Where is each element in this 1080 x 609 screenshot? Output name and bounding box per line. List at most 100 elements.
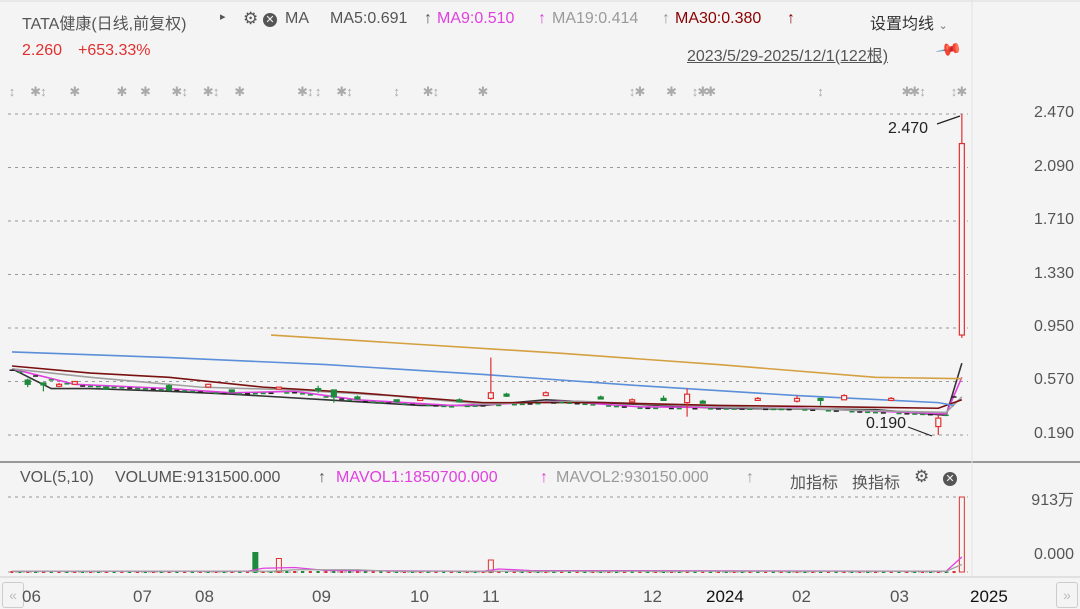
candle <box>597 396 604 400</box>
mavol1-arrow-icon: ↑ <box>540 469 548 486</box>
ma9-value: MA9:0.510 <box>437 10 515 27</box>
volume-bar <box>958 496 965 573</box>
event-marker-star-icon: ✱ <box>901 84 912 99</box>
event-marker-star-icon: ✱ <box>697 84 708 99</box>
ma_blue-line <box>11 351 955 407</box>
candle <box>228 389 235 393</box>
candle <box>629 399 636 403</box>
x-tick: 2025 <box>970 587 1008 606</box>
x-tick: 09 <box>312 587 331 606</box>
current-price: 2.260 <box>22 42 63 59</box>
x-tick: 07 <box>133 587 152 606</box>
event-marker-updown-icon: ↕ <box>315 84 322 99</box>
volume-value: VOLUME:9131500.000 <box>115 469 281 486</box>
candle <box>817 397 824 401</box>
ma9-arrow-icon: ↑ <box>538 10 546 27</box>
event-marker-star-icon: ✱ <box>140 84 151 99</box>
candle <box>165 385 173 391</box>
event-marker-star-icon: ✱ <box>705 84 716 99</box>
event-marker-star-icon: ✱ <box>297 84 308 99</box>
candle <box>660 397 667 401</box>
candle <box>24 379 31 385</box>
x-tick: 2024 <box>706 587 744 606</box>
x-tick: 08 <box>195 587 214 606</box>
candle <box>354 396 361 400</box>
candle <box>487 392 494 399</box>
high-annotation: 2.470 <box>888 120 929 137</box>
price-tick: 1.330 <box>1033 265 1074 282</box>
stock-title[interactable]: TATA健康(日线,前复权) <box>22 16 187 33</box>
candle <box>55 383 63 387</box>
vol-close-icon[interactable]: ✕ <box>943 470 957 488</box>
event-marker-updown-icon: ↕ <box>629 84 636 99</box>
event-marker-star-icon: ✱ <box>171 84 182 99</box>
set-ma-label: 设置均线 <box>870 16 935 33</box>
candle <box>888 397 895 401</box>
x-tick: 12 <box>643 587 662 606</box>
candle <box>935 417 942 428</box>
candle <box>417 397 424 401</box>
price-tick: 2.090 <box>1033 158 1074 175</box>
event-marker-star-icon: ✱ <box>336 84 347 99</box>
volume-bar <box>252 552 259 573</box>
ma19-value: MA19:0.414 <box>552 10 639 27</box>
candle <box>103 386 110 390</box>
add-indicator-button[interactable]: 加指标 <box>790 475 839 492</box>
ma30-value: MA30:0.380 <box>675 10 762 27</box>
candle <box>699 400 706 404</box>
date-range-link[interactable]: 2023/5/29-2025/12/1(122根) <box>687 48 889 65</box>
candle <box>542 392 549 397</box>
event-marker-updown-icon: ↕ <box>393 84 400 99</box>
event-marker-updown-icon: ↕ <box>919 84 926 99</box>
ma5-arrow-icon: ↑ <box>424 10 432 27</box>
event-marker-star-icon: ✱ <box>956 84 967 99</box>
x-tick: 02 <box>792 587 811 606</box>
set-ma-button[interactable]: 设置均线 ⌄ <box>870 10 948 34</box>
event-marker-star-icon: ✱ <box>909 84 920 99</box>
candle <box>275 386 282 390</box>
ma19-arrow-icon: ↑ <box>662 10 670 27</box>
ma19-line <box>11 368 963 414</box>
candle <box>456 399 463 403</box>
candle <box>793 397 801 402</box>
close-ma-icon[interactable]: ✕ <box>263 11 277 29</box>
gear-icon[interactable]: ⚙ <box>243 9 259 28</box>
x-tick: 06 <box>22 587 41 606</box>
high-arrow <box>936 115 961 125</box>
event-marker-updown-icon: ↕ <box>9 84 16 99</box>
vol-gear-icon[interactable]: ⚙ <box>914 467 930 486</box>
mavol2-line <box>12 563 963 572</box>
scroll-left-button[interactable]: « <box>2 582 24 608</box>
event-marker-updown-icon: ↕ <box>692 84 699 99</box>
event-marker-updown-icon: ↕ <box>433 84 440 99</box>
price-tick: 0.950 <box>1033 318 1074 335</box>
low-annotation: 0.190 <box>866 415 907 432</box>
event-marker-updown-icon: ↕ <box>40 84 47 99</box>
event-marker-star-icon: ✱ <box>116 84 127 99</box>
event-marker-updown-icon: ↕ <box>213 84 220 99</box>
event-marker-star-icon: ✱ <box>478 84 489 99</box>
event-marker-star-icon: ✱ <box>635 84 646 99</box>
price-tick: 0.190 <box>1033 425 1074 442</box>
x-tick: 03 <box>890 587 909 606</box>
ma_orange-line <box>270 334 962 380</box>
event-marker-updown-icon: ↕ <box>181 84 188 99</box>
x-tick: 10 <box>410 587 429 606</box>
candle <box>958 142 965 336</box>
scroll-right-button[interactable]: » <box>1056 582 1078 608</box>
event-marker-star-icon: ✱ <box>69 84 80 99</box>
vol-label: VOL(5,10) <box>20 469 94 486</box>
candle <box>205 383 212 388</box>
chevron-down-icon: ⌄ <box>938 20 948 32</box>
event-marker-star-icon: ✱ <box>666 84 677 99</box>
expand-icon[interactable]: ▸ <box>220 11 226 23</box>
switch-indicator-button[interactable]: 换指标 <box>852 475 901 492</box>
ma30-arrow-icon: ↑ <box>787 10 795 27</box>
mavol2-arrow-icon: ↑ <box>746 469 754 486</box>
x-tick: 11 <box>482 587 500 606</box>
event-marker-star-icon: ✱ <box>423 84 434 99</box>
event-marker-star-icon: ✱ <box>234 84 245 99</box>
low-arrow <box>907 426 933 437</box>
